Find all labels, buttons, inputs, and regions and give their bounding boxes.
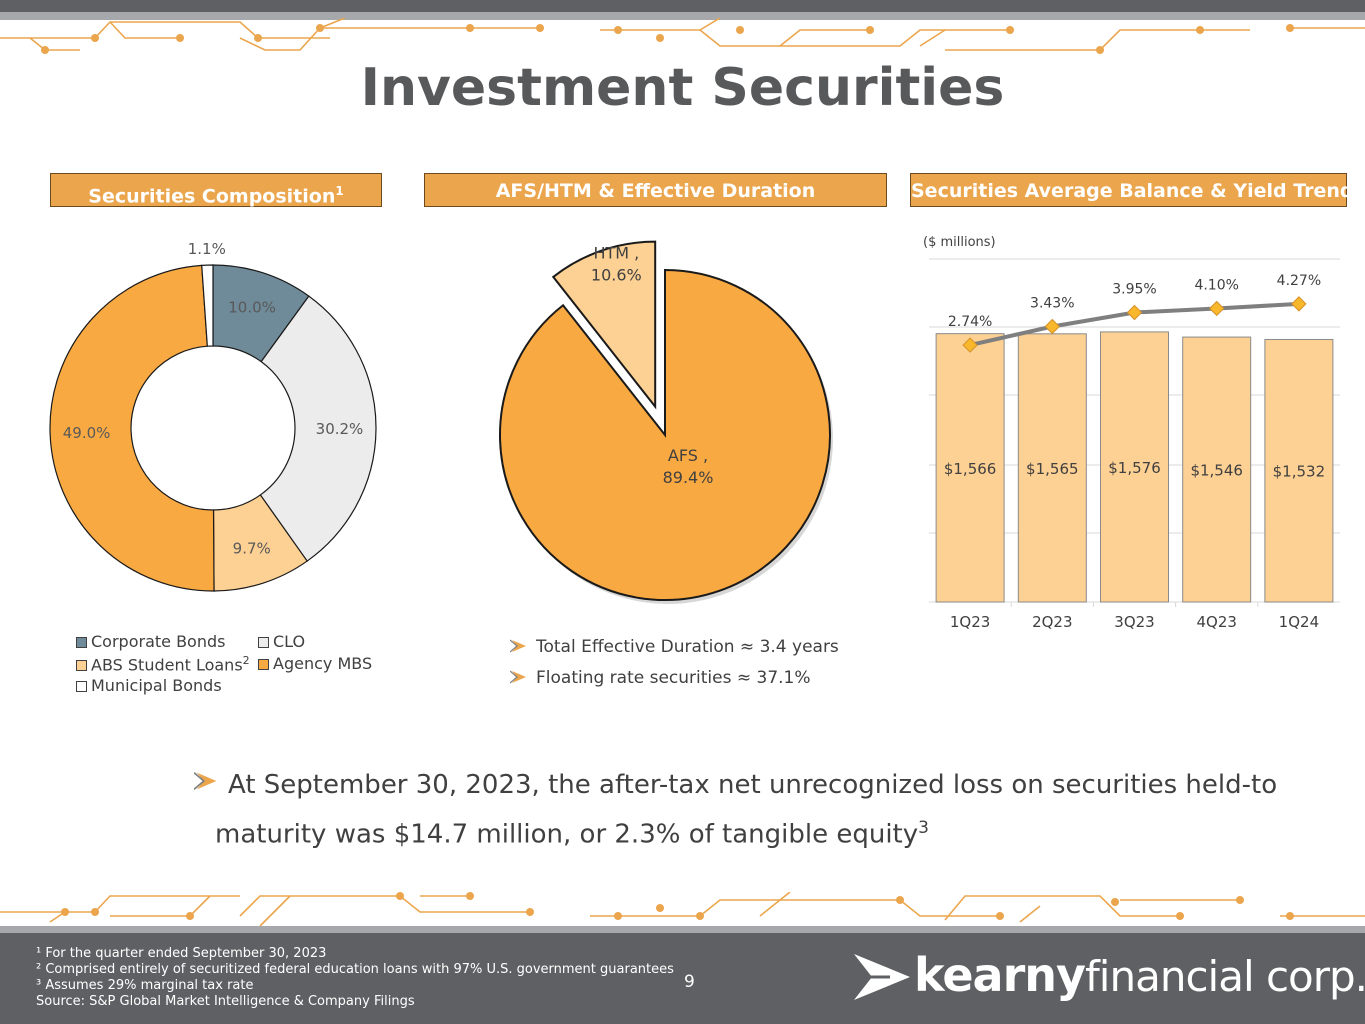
legend-label: Municipal Bonds bbox=[91, 676, 222, 695]
bar-value-label: $1,576 bbox=[1108, 459, 1161, 477]
securities-composition-donut-chart: 10.0% 30.2% 9.7% 49.0% 1.1% bbox=[49, 240, 377, 592]
afs-label-name: AFS , bbox=[668, 446, 708, 465]
statement-line-1: At September 30, 2023, the after-tax net… bbox=[193, 770, 1278, 800]
composition-title: Securities Composition bbox=[88, 185, 336, 208]
yield-marker bbox=[1291, 296, 1307, 312]
donut-slice bbox=[49, 264, 215, 592]
legend-municipal-bonds: Municipal Bonds bbox=[76, 676, 222, 695]
composition-legend: Corporate Bonds CLO ABS Student Loans2 A… bbox=[76, 632, 396, 702]
statement-text-2: maturity was $14.7 million, or 2.3% of t… bbox=[215, 819, 919, 850]
donut-slice-label: 30.2% bbox=[316, 420, 364, 438]
afs-slice bbox=[499, 268, 831, 601]
x-tick-label: 2Q23 bbox=[1032, 613, 1072, 631]
yield-value-label: 4.27% bbox=[1277, 273, 1321, 289]
x-tick-label: 3Q23 bbox=[1114, 613, 1154, 631]
legend-swatch-corporate-bonds bbox=[76, 637, 87, 648]
footnote-2: ² Comprised entirely of securitized fede… bbox=[36, 962, 674, 977]
footer-gray-bar bbox=[0, 926, 1365, 933]
donut-slice-label: 10.0% bbox=[228, 299, 276, 317]
statement-text-1: At September 30, 2023, the after-tax net… bbox=[228, 770, 1278, 800]
balance-yield-chart: ($ millions) $1,566 1Q23 $1,565 2Q23 $1,576 3Q… bbox=[923, 235, 1340, 631]
yield-value-label: 3.43% bbox=[1030, 296, 1074, 312]
top-gray-bar bbox=[0, 12, 1365, 20]
htm-slice bbox=[551, 240, 657, 410]
afs-label-value: 89.4% bbox=[663, 468, 714, 487]
donut-slice-label: 49.0% bbox=[63, 424, 111, 442]
bar bbox=[1100, 331, 1169, 603]
legend-label: Corporate Bonds bbox=[91, 632, 226, 651]
x-tick-label: 4Q23 bbox=[1196, 613, 1236, 631]
yield-marker bbox=[1126, 304, 1143, 321]
legend-agency-mbs: Agency MBS bbox=[258, 654, 372, 673]
yield-value-label: 3.95% bbox=[1112, 282, 1156, 298]
bullet-floating-text: Floating rate securities ≈ 37.1% bbox=[536, 668, 811, 688]
company-logo: kearnyfinancial corp. bbox=[850, 948, 1365, 1008]
page-number: 9 bbox=[684, 972, 695, 992]
bar-value-label: $1,532 bbox=[1273, 463, 1326, 481]
circuit-decoration-top bbox=[0, 18, 1365, 54]
yield-marker bbox=[1044, 318, 1061, 335]
logo-bold-text: kearny bbox=[914, 948, 1086, 1002]
afs-htm-panel-header: AFS/HTM & Effective Duration bbox=[424, 173, 887, 207]
bullet-floating: Floating rate securities ≈ 37.1% bbox=[510, 668, 811, 688]
chevron-bullet-icon bbox=[510, 639, 526, 653]
donut-slice-label: 1.1% bbox=[188, 240, 226, 258]
legend-abs-student-loans: ABS Student Loans2 bbox=[76, 654, 250, 674]
statement-line-2: maturity was $14.7 million, or 2.3% of t… bbox=[215, 818, 929, 850]
x-tick-label: 1Q24 bbox=[1279, 613, 1319, 631]
bar-value-label: $1,566 bbox=[944, 460, 997, 478]
legend-swatch-clo bbox=[258, 637, 269, 648]
logo-chevron-icon bbox=[854, 954, 910, 1000]
circuit-decoration-bottom bbox=[0, 892, 1365, 927]
bar-value-label: $1,546 bbox=[1190, 462, 1243, 480]
legend-swatch-agency-mbs bbox=[258, 659, 269, 670]
legend-label: Agency MBS bbox=[273, 654, 373, 673]
donut-slice bbox=[259, 295, 377, 562]
y-axis-unit-label: ($ millions) bbox=[923, 235, 996, 250]
footnote-1: ¹ For the quarter ended September 30, 20… bbox=[36, 946, 327, 961]
chevron-bullet-icon bbox=[510, 670, 526, 684]
chevron-bullet-icon bbox=[193, 771, 217, 791]
bullet-duration: Total Effective Duration ≈ 3.4 years bbox=[510, 637, 839, 657]
balance-panel-header: Securities Average Balance & Yield Trend bbox=[910, 173, 1354, 207]
legend-label: CLO bbox=[273, 632, 306, 651]
footnote-3: ³ Assumes 29% marginal tax rate bbox=[36, 978, 254, 993]
htm-label-name: HTM , bbox=[593, 244, 639, 263]
yield-marker bbox=[1208, 300, 1225, 317]
yield-value-label: 2.74% bbox=[948, 314, 992, 330]
htm-label-value: 10.6% bbox=[591, 266, 642, 285]
yield-marker bbox=[962, 337, 978, 353]
legend-corporate-bonds: Corporate Bonds bbox=[76, 632, 225, 651]
afs-htm-pie-chart: HTM , 10.6% AFS , 89.4% bbox=[499, 240, 833, 604]
footnote-source: Source: S&P Global Market Intelligence &… bbox=[36, 994, 415, 1009]
legend-swatch-municipal bbox=[76, 681, 87, 692]
logo-light-text: financial corp. bbox=[1085, 952, 1365, 1001]
legend-swatch-abs bbox=[76, 660, 87, 672]
bar bbox=[1182, 336, 1252, 603]
composition-panel-header: Securities Composition1 bbox=[50, 173, 382, 207]
bar-value-label: $1,565 bbox=[1026, 460, 1079, 478]
legend-label: ABS Student Loans bbox=[91, 655, 243, 675]
statement-footnote-ref: 3 bbox=[918, 818, 929, 838]
legend-footnote-ref: 2 bbox=[242, 654, 250, 667]
footnotes: ¹ For the quarter ended September 30, 20… bbox=[36, 946, 674, 1010]
bullet-duration-text: Total Effective Duration ≈ 3.4 years bbox=[536, 637, 839, 657]
logo-wordmark: kearnyfinancial corp. bbox=[914, 948, 1365, 1002]
donut-slice bbox=[201, 264, 214, 347]
legend-clo: CLO bbox=[258, 632, 305, 651]
bar bbox=[1264, 338, 1334, 603]
bar bbox=[935, 333, 1005, 603]
x-tick-label: 1Q23 bbox=[950, 613, 990, 631]
footer bbox=[0, 933, 1365, 1024]
yield-value-label: 4.10% bbox=[1194, 277, 1238, 293]
donut-slice-label: 9.7% bbox=[233, 539, 271, 557]
page-title: Investment Securities bbox=[360, 58, 1005, 118]
composition-footnote-ref: 1 bbox=[335, 184, 344, 198]
top-dark-bar bbox=[0, 0, 1365, 12]
